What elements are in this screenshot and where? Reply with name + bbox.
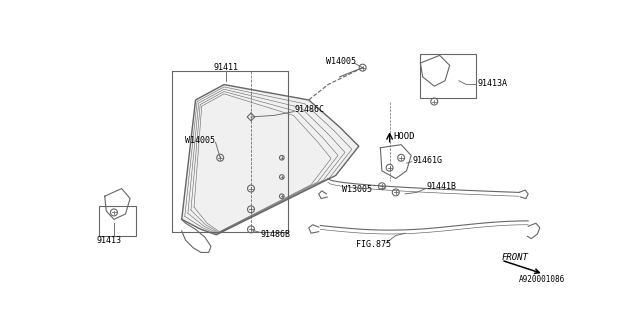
Text: 91413A: 91413A (477, 78, 508, 88)
Text: FRONT: FRONT (501, 253, 528, 262)
Text: 91413: 91413 (97, 236, 122, 245)
Text: 91486B: 91486B (260, 230, 291, 239)
Text: 91461G: 91461G (413, 156, 443, 164)
Text: W14005: W14005 (326, 57, 356, 66)
Text: HOOD: HOOD (394, 132, 415, 141)
Text: 91486C: 91486C (294, 105, 324, 114)
Text: W14005: W14005 (185, 136, 215, 145)
Bar (420, 54, 476, 99)
Text: 91411: 91411 (214, 63, 239, 72)
Text: A920001086: A920001086 (519, 275, 565, 284)
Bar (99, 206, 136, 236)
Text: 91441B: 91441B (427, 182, 456, 191)
Polygon shape (182, 84, 359, 235)
Text: FIG.875: FIG.875 (356, 240, 390, 249)
Text: W13005: W13005 (342, 185, 372, 194)
